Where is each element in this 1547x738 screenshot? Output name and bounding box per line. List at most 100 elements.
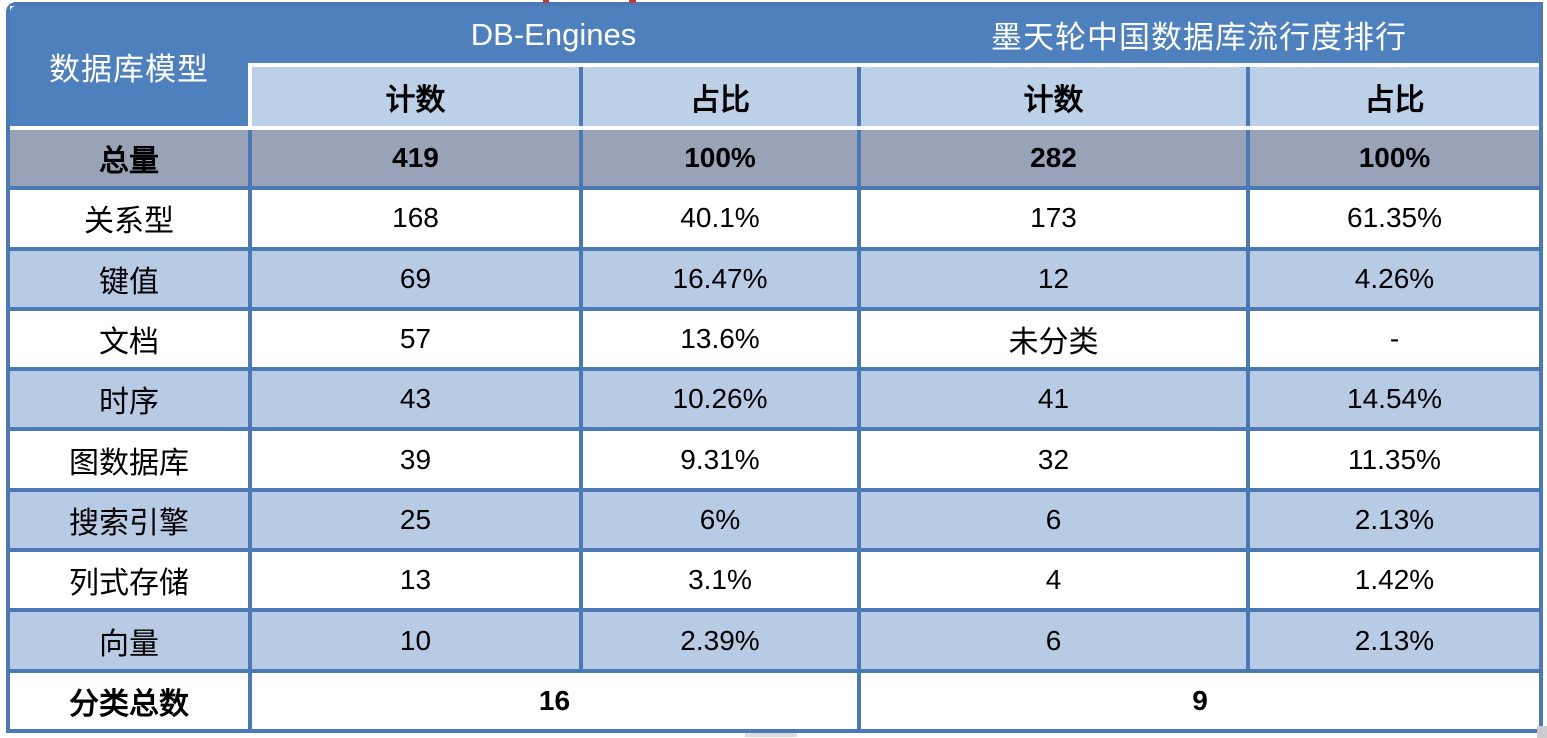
cell-value: 69 [399, 262, 432, 294]
cell-value: 57 [399, 323, 432, 355]
corner-header-cell: 数据库模型 [10, 6, 248, 126]
cell-value: 11.35% [1348, 443, 1441, 475]
cell-value: 10 [399, 624, 432, 656]
cell-value: 61.35% [1347, 202, 1442, 234]
cell-value: 6 [1045, 624, 1062, 656]
table-cell: 40.1% [583, 190, 857, 247]
crop-artifact-gray [1537, 726, 1547, 738]
table-cell: 10.26% [583, 371, 857, 428]
table-cell: 2.39% [583, 612, 857, 669]
row-label: 图数据库 [69, 446, 189, 480]
cell-value: 16 [538, 684, 571, 716]
cell-value: 10.26% [672, 383, 768, 415]
subheader-share-mtl-label: 占比 [1364, 83, 1425, 117]
cell-value: 1.42% [1354, 564, 1435, 596]
cell-value: 14.54% [1347, 383, 1442, 415]
cell-value: 2.39% [680, 624, 760, 656]
cell-value: 13.6% [680, 323, 760, 355]
subheader-share-mtl: 占比 [1250, 67, 1539, 126]
total-row-label: 总量 [99, 145, 159, 179]
cell-value: 9 [1192, 684, 1208, 716]
cell-value: 6 [1045, 503, 1062, 535]
table-cell: 25 [252, 491, 579, 549]
group-header-motianlun: 墨天轮中国数据库流行度排行 [859, 6, 1539, 63]
table-cell: 3.1% [583, 552, 857, 609]
row-label-cell: 列式存储 [10, 552, 248, 609]
subheader-share-db: 占比 [583, 67, 857, 126]
table-cell: 6 [861, 612, 1246, 669]
cell-value: 168 [392, 202, 439, 234]
row-label: 关系型 [84, 205, 174, 239]
cell-value: - [1389, 323, 1400, 355]
table-cell: 61.35% [1250, 190, 1539, 247]
crop-artifact-gray [745, 733, 797, 737]
crop-artifact-red [629, 0, 636, 3]
table-cell: 2.13% [1250, 612, 1539, 669]
footer-total-mtl: 9 [861, 672, 1539, 729]
row-label: 时序 [99, 386, 159, 420]
table-cell: 13.6% [583, 310, 857, 368]
cell-value: 未分类 [1008, 326, 1099, 360]
subheader-count-db-label: 计数 [385, 83, 446, 117]
table-cell: 43 [252, 371, 579, 428]
footer-row-label-cell: 分类总数 [10, 672, 248, 729]
table-cell: 4.26% [1250, 250, 1539, 307]
table-cell: - [1250, 310, 1539, 368]
crop-artifact-red [543, 0, 549, 3]
cell-value: 13 [399, 564, 432, 596]
total-row-cell: 100% [583, 130, 857, 187]
table-cell: 11.35% [1250, 431, 1539, 488]
table-cell: 10 [252, 612, 579, 669]
row-label-cell: 文档 [10, 310, 248, 368]
row-label-cell: 图数据库 [10, 431, 248, 488]
group-header-motianlun-label: 墨天轮中国数据库流行度排行 [991, 20, 1407, 55]
table-cell: 12 [861, 250, 1246, 307]
table-cell: 未分类 [861, 310, 1246, 368]
row-label: 文档 [99, 326, 159, 360]
total-row-label-cell: 总量 [10, 130, 248, 187]
subheader-count-db: 计数 [252, 67, 579, 126]
subheader-count-mtl: 计数 [861, 67, 1246, 126]
row-label-cell: 关系型 [10, 190, 248, 247]
cell-value: 2.13% [1354, 503, 1435, 535]
table-cell: 16.47% [583, 250, 857, 307]
row-label-cell: 搜索引擎 [10, 491, 248, 549]
cell-value: 39 [399, 443, 432, 475]
row-label: 列式存储 [69, 567, 189, 601]
table-cell: 39 [252, 431, 579, 488]
table-cell: 13 [252, 552, 579, 609]
cell-value: 100% [1358, 142, 1431, 174]
table-cell: 57 [252, 310, 579, 368]
row-label: 向量 [99, 627, 159, 661]
table-cell: 6% [583, 491, 857, 549]
table-cell: 14.54% [1250, 371, 1539, 428]
table-cell: 2.13% [1250, 491, 1539, 549]
subheader-row: 计数 占比 计数 占比 [252, 67, 1539, 126]
cell-value: 100% [684, 142, 756, 174]
cell-value: 4 [1045, 564, 1062, 596]
cell-value: 43 [399, 383, 432, 415]
cell-value: 2.13% [1354, 624, 1435, 656]
table-cell: 1.42% [1250, 552, 1539, 609]
cell-value: 32 [1037, 443, 1070, 475]
cell-value: 4.26% [1354, 262, 1435, 294]
cell-value: 25 [399, 503, 432, 535]
table-cell: 69 [252, 250, 579, 307]
corner-header-label: 数据库模型 [49, 51, 209, 87]
table-cell: 4 [861, 552, 1246, 609]
cell-value: 419 [392, 142, 439, 174]
table-cell: 173 [861, 190, 1246, 247]
cell-value: 41 [1037, 383, 1070, 415]
cell-value: 6% [699, 503, 741, 535]
table-cell: 6 [861, 491, 1246, 549]
table-cell: 32 [861, 431, 1246, 488]
table-cell: 168 [252, 190, 579, 247]
subheader-share-db-label: 占比 [690, 83, 750, 117]
subheader-count-mtl-label: 计数 [1023, 83, 1084, 117]
table-cell: 41 [861, 371, 1246, 428]
table-header: 数据库模型 DB-Engines 墨天轮中国数据库流行度排行 计数 占比 计数 [10, 6, 1539, 126]
cell-value: 16.47% [672, 262, 768, 294]
total-row-cell: 282 [861, 130, 1246, 187]
row-label-cell: 时序 [10, 371, 248, 428]
